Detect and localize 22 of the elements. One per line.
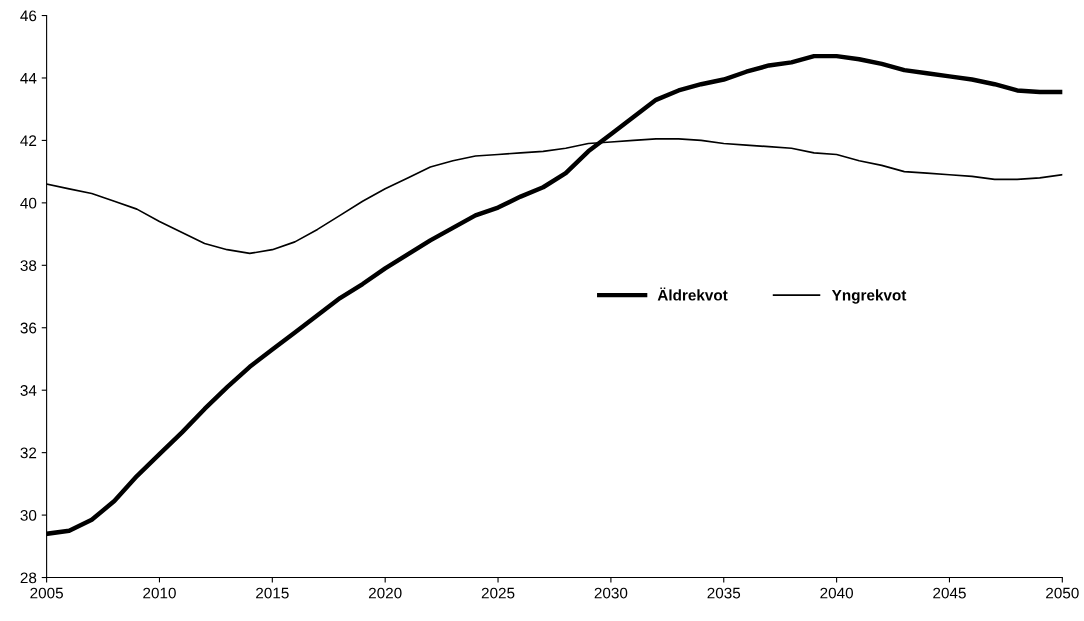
x-tick-label: 2010 <box>143 587 176 599</box>
y-tick-label: 30 <box>20 509 37 521</box>
y-tick-label: 38 <box>20 260 37 271</box>
y-tick-label: 44 <box>20 73 37 84</box>
y-tick-label: 40 <box>20 197 37 209</box>
legend-label: Äldrekvot <box>657 287 728 301</box>
y-tick-label: 36 <box>20 322 37 334</box>
x-tick-label: 2050 <box>1046 587 1079 599</box>
y-tick-label: 34 <box>20 385 37 396</box>
x-tick-label: 2005 <box>30 587 63 599</box>
y-tick-label: 46 <box>20 10 37 22</box>
x-tick-label: 2045 <box>933 587 966 599</box>
y-tick-label: 32 <box>20 447 37 459</box>
x-tick-label: 2040 <box>820 587 853 599</box>
y-tick-label: 42 <box>20 135 37 146</box>
legend-label: Yngrekvot <box>831 289 907 304</box>
y-tick-label: 28 <box>20 572 37 584</box>
x-tick-label: 2035 <box>707 587 741 599</box>
x-tick-label: 2015 <box>256 587 289 599</box>
x-tick-label: 2025 <box>481 587 515 599</box>
x-tick-label: 2030 <box>594 587 628 599</box>
x-tick-label: 2020 <box>368 587 402 599</box>
